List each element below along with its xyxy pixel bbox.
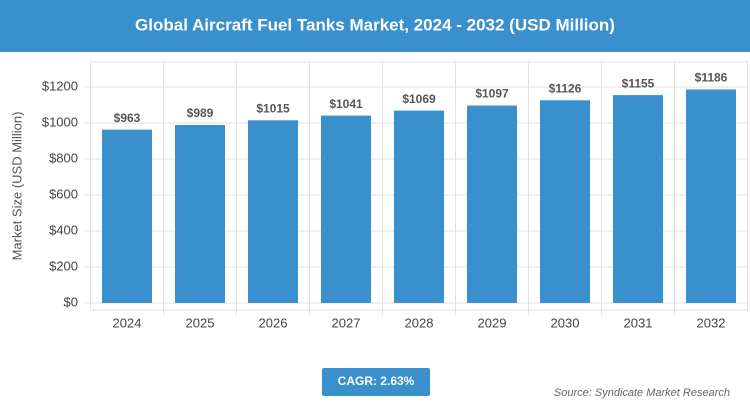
x-tick-label: 2025 (186, 315, 215, 330)
cagr-label: CAGR: 2.63% (338, 374, 415, 388)
plot-frame (90, 61, 748, 311)
value-label: $1015 (256, 101, 290, 115)
value-label: $989 (187, 106, 214, 120)
x-tick-label: 2024 (113, 315, 142, 330)
value-label: $1097 (475, 87, 509, 101)
bar (540, 100, 590, 303)
bar (394, 110, 444, 303)
y-tick-label: $1000 (42, 114, 78, 129)
value-label: $1041 (329, 97, 363, 111)
x-tick-label: 2031 (624, 315, 653, 330)
cagr-badge (322, 368, 430, 396)
y-tick-label: $600 (49, 186, 78, 201)
value-label: $1126 (549, 81, 582, 95)
bar (613, 95, 663, 303)
bar (321, 115, 371, 304)
value-label: $1155 (622, 76, 655, 90)
y-tick-label: $400 (49, 222, 78, 237)
bar (467, 105, 517, 303)
y-tick-label: $200 (49, 258, 78, 273)
x-tick-label: 2026 (259, 315, 288, 330)
y-tick-label: $1200 (42, 78, 78, 93)
x-tick-label: 2029 (478, 315, 507, 330)
x-tick-label: 2027 (332, 315, 361, 330)
x-tick-label: 2028 (405, 315, 434, 330)
y-axis-label: Market Size (USD Million) (9, 112, 24, 261)
header-bar (0, 0, 750, 52)
x-tick-label: 2030 (551, 315, 580, 330)
x-tick-label: 2032 (697, 315, 726, 330)
y-tick-label: $800 (49, 150, 78, 165)
value-label: $1186 (695, 71, 728, 85)
value-label: $1069 (402, 92, 436, 106)
bar (686, 89, 736, 304)
chart-title: Global Aircraft Fuel Tanks Market, 2024 … (135, 15, 615, 34)
value-label: $963 (114, 111, 141, 125)
bar (175, 124, 225, 303)
bar (248, 120, 298, 303)
bar (102, 129, 152, 303)
source-note: Source: Syndicate Market Research (554, 387, 730, 399)
y-tick-label: $0 (64, 294, 78, 309)
